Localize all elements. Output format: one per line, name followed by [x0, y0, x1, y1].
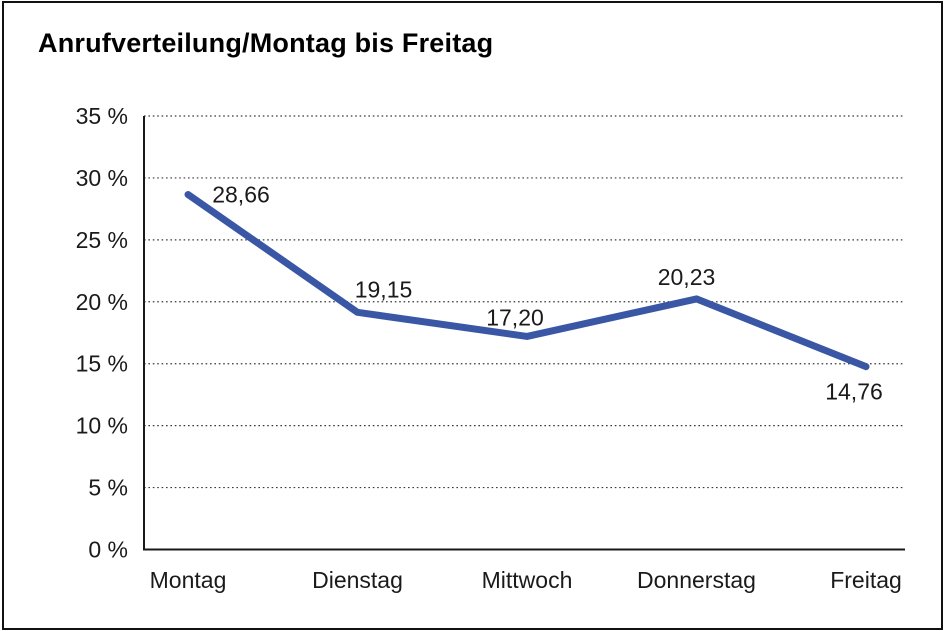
data-series-group [184, 191, 870, 371]
x-category-label: Montag [150, 567, 227, 593]
chart-title: Anrufverteilung/Montag bis Freitag [38, 28, 494, 58]
labels-group: 0 % 5 % 10 % 15 % 20 % 25 % 30 % 35 % Montag Dien… [76, 103, 902, 593]
data-point-label: 19,15 [355, 276, 413, 302]
y-tick-label: 20 % [76, 289, 128, 315]
gridlines-group [144, 115, 905, 489]
y-tick-label: 15 % [76, 351, 128, 377]
y-tick-label: 30 % [76, 165, 128, 191]
data-point-label: 28,66 [212, 182, 270, 208]
y-tick-label: 35 % [76, 103, 128, 129]
data-point-label: 20,23 [658, 264, 716, 290]
data-line [184, 191, 870, 371]
y-tick-label: 0 % [88, 537, 128, 563]
x-category-label: Dienstag [312, 567, 403, 593]
y-tick-label: 10 % [76, 413, 128, 439]
axes-group [143, 116, 905, 551]
y-tick-label: 5 % [88, 475, 128, 501]
data-point-label: 14,76 [825, 379, 883, 405]
y-tick-label: 25 % [76, 227, 128, 253]
x-category-label: Donnerstag [637, 567, 756, 593]
x-category-label: Mittwoch [482, 567, 573, 593]
x-category-label: Freitag [830, 567, 902, 593]
data-point-label: 17,20 [486, 304, 544, 330]
